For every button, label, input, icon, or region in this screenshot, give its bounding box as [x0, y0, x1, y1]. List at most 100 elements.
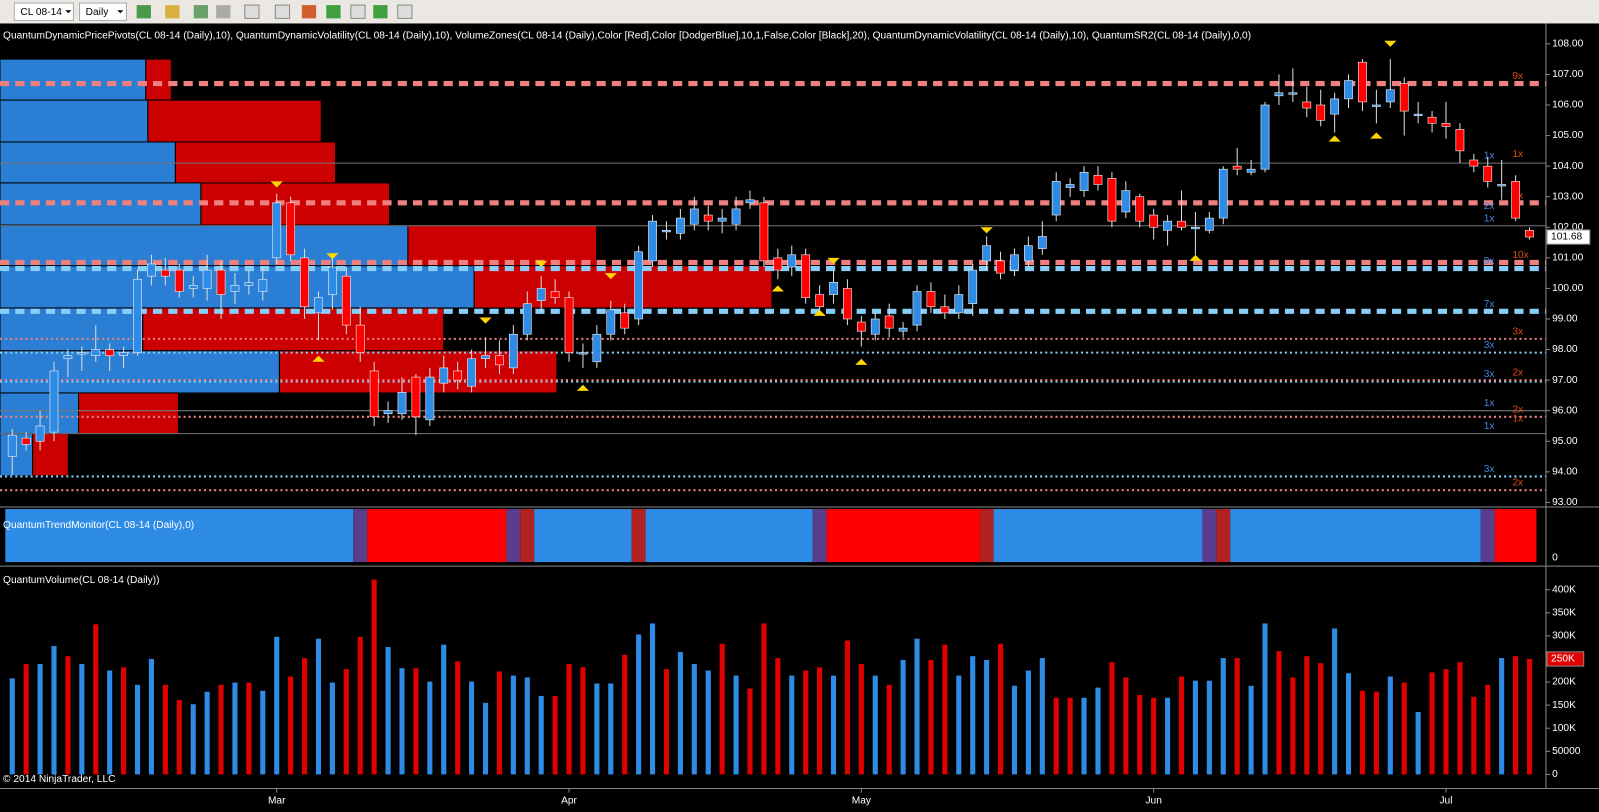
level-label: 9x	[1484, 256, 1495, 267]
period-selector[interactable]	[79, 2, 127, 21]
pivot-marker	[312, 355, 325, 362]
y-tick-label: 99.00	[1552, 314, 1578, 325]
volume-bar	[148, 658, 154, 775]
candle-body	[1441, 123, 1451, 127]
pivot-marker	[980, 227, 993, 234]
volume-bar	[1373, 691, 1379, 775]
candle-body	[1302, 101, 1312, 109]
candle-body	[940, 306, 950, 314]
volume-bar	[663, 669, 670, 775]
zone-down	[142, 307, 445, 352]
volume-bar	[622, 654, 628, 775]
volume-bar	[566, 664, 572, 775]
volume-bar	[1053, 697, 1059, 775]
level-label: 2x	[1512, 478, 1523, 489]
last-price-label: 101.68	[1551, 232, 1582, 243]
trend-segment	[520, 509, 535, 563]
last-volume-box	[1546, 651, 1585, 667]
candle-body	[1218, 168, 1228, 219]
level-label: 1x	[1484, 213, 1495, 224]
chart-style-button[interactable]	[136, 5, 151, 19]
candle-body	[105, 349, 115, 356]
volume-bar	[886, 684, 892, 775]
trend-panel	[5, 509, 1537, 563]
candle-body	[898, 327, 908, 332]
candle-body	[1024, 245, 1033, 262]
period[interactable]: Daily	[86, 7, 110, 18]
volume-bar	[1137, 694, 1143, 775]
pivot-marker	[604, 273, 617, 280]
level-label: 1x	[1512, 414, 1523, 425]
y-tick-label: 105.00	[1552, 130, 1583, 141]
candle-body	[1483, 165, 1493, 182]
volume-bar	[775, 658, 781, 775]
candle-body	[620, 312, 630, 329]
candle-body	[21, 437, 31, 445]
instrument-selector[interactable]	[13, 2, 74, 21]
volume-bar	[844, 640, 850, 775]
candle-body	[202, 269, 212, 289]
volume-bar	[928, 659, 934, 775]
data-box-button[interactable]	[274, 4, 291, 19]
candle-body	[1427, 116, 1437, 124]
pivot-marker	[1384, 40, 1397, 47]
candle-body	[1371, 104, 1381, 107]
trend-segment	[645, 509, 813, 563]
candle-body	[522, 303, 532, 335]
candle-body	[676, 217, 685, 234]
instrument[interactable]: CL 08-14	[20, 7, 62, 18]
volume-bar	[1011, 685, 1018, 775]
volume-bar	[232, 682, 238, 775]
toolbar	[0, 0, 1599, 24]
pivot-marker	[326, 253, 339, 260]
strategies-button[interactable]	[326, 5, 341, 19]
candle-body	[759, 202, 769, 262]
candle-body	[829, 281, 838, 295]
volume-bar	[900, 659, 906, 775]
candle-body	[1316, 104, 1326, 121]
candle-body	[717, 217, 727, 222]
zoom-out-button[interactable]	[216, 5, 231, 19]
axes: Mar Apr May Jun Jul 93.00 94.00 95.00 96.00 97.00…	[268, 39, 1591, 806]
candle-body	[1191, 226, 1200, 230]
zone-down	[147, 99, 322, 143]
volume-tick-label: 50000	[1552, 746, 1581, 757]
volume-tick-label: 150K	[1552, 700, 1576, 711]
trend-segment	[1494, 509, 1537, 563]
dropdown-arrow	[65, 10, 72, 14]
trend-segment	[1202, 509, 1217, 563]
trade-button[interactable]	[373, 5, 388, 19]
level-label: 3x	[1484, 369, 1495, 380]
volume-bar	[385, 646, 391, 775]
volume-bar	[176, 700, 182, 775]
volume-bar	[1067, 697, 1073, 775]
volume-bar	[1304, 656, 1310, 775]
candle-body	[787, 254, 797, 268]
volume-bar	[1276, 651, 1282, 775]
indicators-button[interactable]	[301, 5, 317, 19]
candle-body	[703, 214, 713, 222]
cursor-button[interactable]	[244, 4, 260, 19]
candle-body	[1204, 217, 1214, 231]
candle-body	[133, 278, 142, 353]
volume-bar	[636, 634, 642, 775]
volume-bar	[134, 684, 141, 775]
pivot-marker	[1189, 254, 1202, 261]
properties-button[interactable]	[350, 4, 366, 19]
candle-body	[662, 230, 671, 233]
volume-bar	[1526, 658, 1533, 775]
candle-body	[1135, 196, 1145, 222]
template-button[interactable]	[397, 4, 413, 19]
candle-body	[954, 294, 964, 314]
candle-body	[174, 269, 184, 292]
volume-zones	[0, 58, 773, 477]
volume-bar	[482, 702, 489, 775]
volume-bar	[830, 675, 837, 775]
draw-tool-button[interactable]	[165, 5, 180, 19]
candle-body	[119, 352, 128, 356]
pivot-marker	[535, 260, 548, 268]
y-tick-label: 107.00	[1552, 69, 1583, 80]
candle-body	[300, 257, 309, 308]
zoom-in-button[interactable]	[193, 5, 209, 19]
trend-axis-label: 0	[1552, 553, 1558, 564]
